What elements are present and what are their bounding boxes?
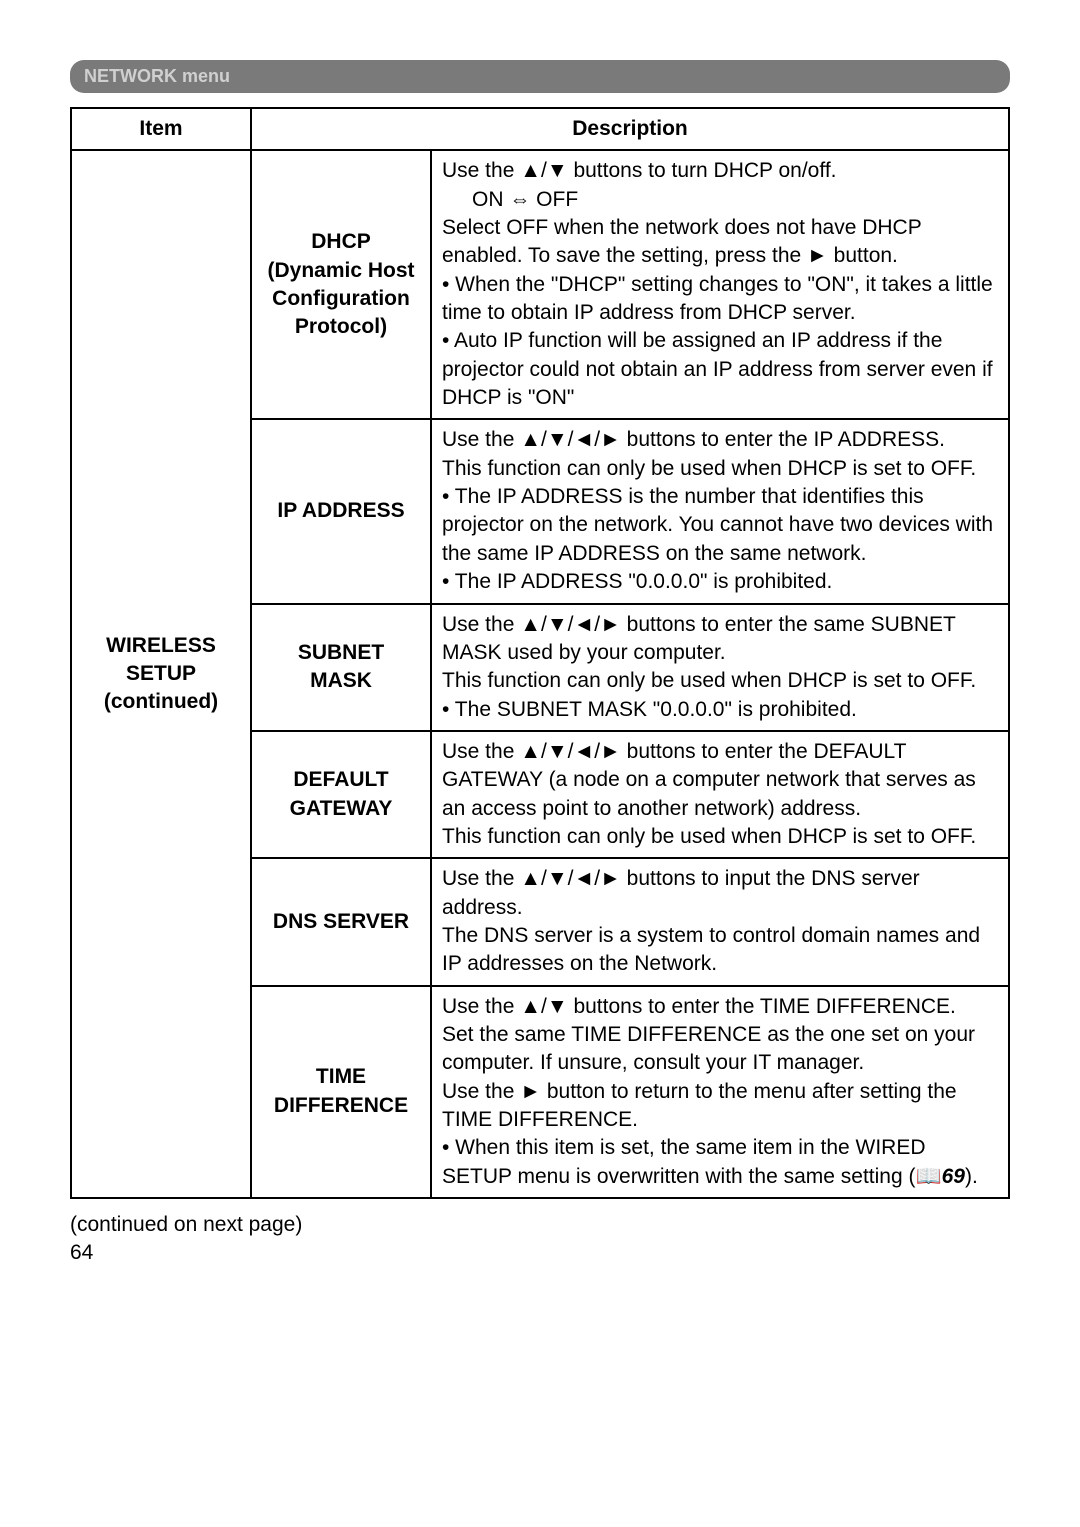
desc-text: This function can only be used when DHCP… [442,825,976,848]
desc-text: Use the ▲/▼ buttons to turn DHCP on/off. [442,159,837,182]
continued-note: (continued on next page) [70,1213,1010,1237]
desc-dhcp: Use the ▲/▼ buttons to turn DHCP on/off.… [431,150,1009,419]
desc-time: Use the ▲/▼ buttons to enter the TIME DI… [431,986,1009,1198]
desc-dns: Use the ▲/▼/◄/► buttons to input the DNS… [431,858,1009,985]
desc-text: This function can only be used when DHCP… [442,457,976,480]
desc-text: • When the "DHCP" setting changes to "ON… [442,273,993,324]
desc-text: • When this item is set, the same item i… [442,1136,926,1187]
sub-line: MASK [310,669,372,692]
desc-text: Use the ▲/▼/◄/► buttons to enter the IP … [442,428,945,451]
book-icon: 📖 [915,1165,941,1188]
sub-subnet: SUBNET MASK [251,604,431,731]
desc-text: Use the ▲/▼ buttons to enter the TIME DI… [442,995,956,1018]
sub-time: TIME DIFFERENCE [251,986,431,1198]
desc-text: Use the [442,1080,520,1103]
sub-line: Configuration [272,287,410,310]
sub-line: Protocol) [295,315,387,338]
desc-text: • The SUBNET MASK "0.0.0.0" is prohibite… [442,698,857,721]
item-line: WIRELESS [106,634,216,657]
table-row: WIRELESS SETUP (continued) DHCP (Dynamic… [71,150,1009,419]
sub-gateway: DEFAULT GATEWAY [251,731,431,858]
desc-text: Use the ▲/▼/◄/► buttons to input the DNS… [442,867,920,918]
desc-ip: Use the ▲/▼/◄/► buttons to enter the IP … [431,419,1009,603]
sub-line: DEFAULT [293,768,388,791]
page-number: 64 [70,1241,1010,1265]
desc-text: Set the same TIME DIFFERENCE as the one … [442,1023,975,1074]
item-line: (continued) [104,690,218,713]
desc-text: This function can only be used when DHCP… [442,669,976,692]
sub-line: DIFFERENCE [274,1094,408,1117]
desc-gateway: Use the ▲/▼/◄/► buttons to enter the DEF… [431,731,1009,858]
sub-line: (Dynamic Host [267,259,414,282]
desc-text: Use the ▲/▼/◄/► buttons to enter the DEF… [442,740,976,820]
page-ref: 69 [942,1165,965,1188]
sub-line: TIME [316,1065,366,1088]
desc-text: The DNS server is a system to control do… [442,924,980,975]
play-icon: ► [807,244,828,267]
desc-text: • Auto IP function will be assigned an I… [442,329,993,409]
menu-title: NETWORK menu [70,60,1010,93]
play-icon: ► [520,1080,541,1103]
header-description: Description [251,108,1009,150]
desc-text: Use the ▲/▼/◄/► buttons to enter the sam… [442,613,955,664]
desc-text: ON ⇔ OFF [442,186,998,214]
desc-text: • The IP ADDRESS "0.0.0.0" is prohibited… [442,570,832,593]
sub-line: GATEWAY [290,797,393,820]
sub-dns: DNS SERVER [251,858,431,985]
item-cell: WIRELESS SETUP (continued) [71,150,251,1198]
desc-text: button. [828,244,898,267]
desc-text: • The IP ADDRESS is the number that iden… [442,485,993,565]
sub-dhcp: DHCP (Dynamic Host Configuration Protoco… [251,150,431,419]
sub-line: SUBNET [298,641,384,664]
desc-subnet: Use the ▲/▼/◄/► buttons to enter the sam… [431,604,1009,731]
sub-line: DHCP [311,230,371,253]
desc-text: ). [965,1165,978,1188]
sub-ip: IP ADDRESS [251,419,431,603]
table-header-row: Item Description [71,108,1009,150]
item-line: SETUP [126,662,196,685]
header-item: Item [71,108,251,150]
settings-table: Item Description WIRELESS SETUP (continu… [70,107,1010,1199]
